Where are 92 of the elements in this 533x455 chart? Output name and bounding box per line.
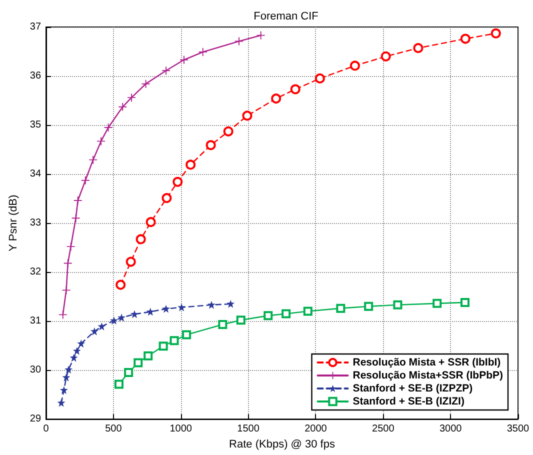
x-axis-title: Rate (Kbps) @ 30 fps (229, 438, 336, 450)
point (146, 217, 156, 228)
point (490, 28, 501, 38)
y-tick-label: 36 (30, 70, 42, 82)
point (290, 84, 300, 94)
point (350, 60, 360, 71)
point (236, 316, 246, 325)
point (146, 308, 154, 316)
point (98, 322, 106, 330)
point (81, 176, 90, 184)
point (170, 336, 179, 346)
point (118, 314, 126, 322)
point (242, 110, 252, 121)
point (124, 368, 134, 378)
point (66, 242, 75, 251)
x-tick-label: 0 (43, 424, 50, 435)
legend-label: Resolução Mista+SSR (IbPbP) (352, 370, 504, 382)
point (118, 102, 127, 111)
point (162, 193, 172, 204)
x-tick-label: 1500 (237, 424, 260, 435)
point (234, 37, 243, 46)
point (110, 316, 118, 325)
point (226, 300, 235, 308)
point (460, 298, 470, 307)
point (256, 31, 265, 40)
y-tick-label: 32 (30, 266, 42, 278)
y-tick-label: 37 (30, 22, 42, 32)
point (64, 366, 73, 374)
legend-label: Stanford + SE-B (IZIZI) (352, 396, 464, 408)
point (413, 43, 424, 54)
x-tick-label: 3500 (506, 424, 530, 435)
point (104, 123, 112, 132)
point (142, 80, 150, 88)
point (57, 398, 66, 407)
point (74, 196, 82, 205)
point (62, 373, 70, 382)
point (130, 310, 138, 318)
point (336, 304, 346, 313)
point (380, 51, 391, 62)
point (134, 358, 143, 368)
point (70, 354, 78, 362)
point (223, 126, 234, 136)
point (136, 234, 146, 244)
point (128, 94, 136, 102)
point (182, 330, 192, 340)
point (282, 309, 291, 318)
point (77, 340, 86, 348)
point (264, 311, 273, 320)
point (89, 156, 98, 164)
chart-title: Foreman CIF (254, 10, 319, 22)
point (393, 300, 402, 310)
point (97, 137, 106, 146)
y-axis-title: Y Psnr (dB) (8, 194, 20, 252)
y-tick-label: 29 (30, 414, 42, 425)
point (271, 94, 282, 104)
point (162, 304, 170, 313)
x-tick-label: 2500 (372, 424, 395, 435)
point (144, 351, 153, 360)
point (60, 386, 68, 394)
point (126, 256, 136, 267)
point (364, 302, 374, 311)
point (432, 298, 442, 308)
point (114, 380, 124, 389)
point (162, 66, 170, 75)
point (116, 280, 126, 290)
point (206, 140, 216, 150)
point (58, 310, 67, 319)
point (172, 176, 183, 187)
point (72, 346, 81, 355)
y-tick-label: 33 (30, 218, 42, 229)
legend-label: Stanford + SE-B (IZPZP) (352, 382, 473, 394)
point (72, 214, 80, 222)
x-tick-label: 1000 (170, 424, 192, 435)
x-tick-label: 2000 (304, 424, 328, 435)
point (180, 56, 188, 64)
y-tick-label: 35 (30, 120, 42, 131)
point (158, 342, 168, 351)
point (198, 48, 207, 56)
legend-label: Resolução Mista + SSR (IbIbI) (352, 356, 501, 368)
point (207, 300, 216, 309)
y-tick-label: 31 (30, 316, 42, 327)
point (218, 320, 228, 330)
point (460, 34, 470, 44)
x-tick-label: 500 (105, 424, 122, 435)
y-tick-label: 30 (30, 364, 42, 376)
point (178, 303, 186, 312)
point (314, 73, 325, 84)
point (303, 306, 312, 316)
x-tick-label: 3000 (439, 424, 462, 435)
point (186, 160, 196, 170)
point (90, 327, 98, 336)
y-tick-label: 34 (30, 168, 42, 180)
